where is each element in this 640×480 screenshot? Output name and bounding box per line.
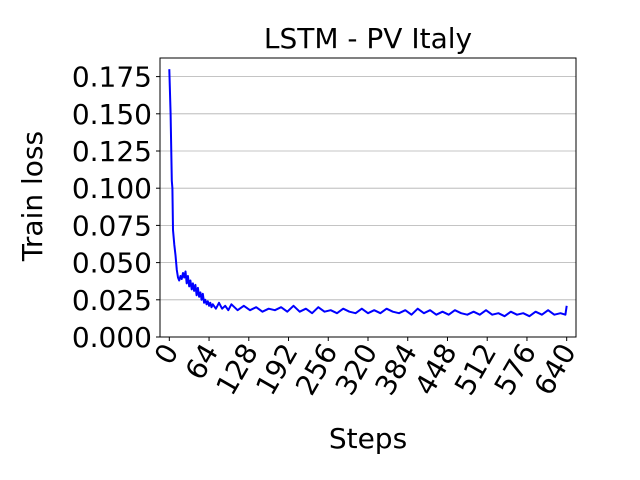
y-tick-label: 0.175 — [72, 61, 152, 94]
y-tick-label: 0.150 — [72, 98, 152, 131]
x-tick-label: 128 — [210, 338, 265, 401]
x-tick-label: 640 — [527, 338, 582, 401]
y-axis: 0.000 0.025 0.050 0.075 0.100 0.125 0.150 0.175 — [72, 61, 160, 354]
plot-frame — [159, 57, 577, 338]
loss-series-line — [168, 69, 568, 318]
x-tick-label: 512 — [448, 338, 503, 401]
x-tick-label: 192 — [249, 338, 304, 401]
x-tick-label: 384 — [368, 338, 423, 401]
y-tick-label: 0.050 — [72, 247, 152, 280]
x-tick-label: 448 — [408, 338, 463, 401]
x-axis-label: Steps — [329, 422, 407, 455]
series-layer — [168, 69, 568, 318]
x-tick-label: 256 — [289, 338, 344, 401]
y-tick-label: 0.025 — [72, 284, 152, 317]
chart-title: LSTM - PV Italy — [264, 22, 472, 55]
y-tick-label: 0.125 — [72, 135, 152, 168]
x-tick-label: 320 — [329, 338, 384, 401]
x-tick-label: 576 — [488, 338, 543, 401]
y-tick-label: 0.075 — [72, 209, 152, 242]
y-tick-label: 0.100 — [72, 172, 152, 205]
y-tick-label: 0.000 — [72, 321, 152, 354]
y-axis-label: Train loss — [16, 131, 49, 262]
grid-lines — [160, 76, 576, 338]
